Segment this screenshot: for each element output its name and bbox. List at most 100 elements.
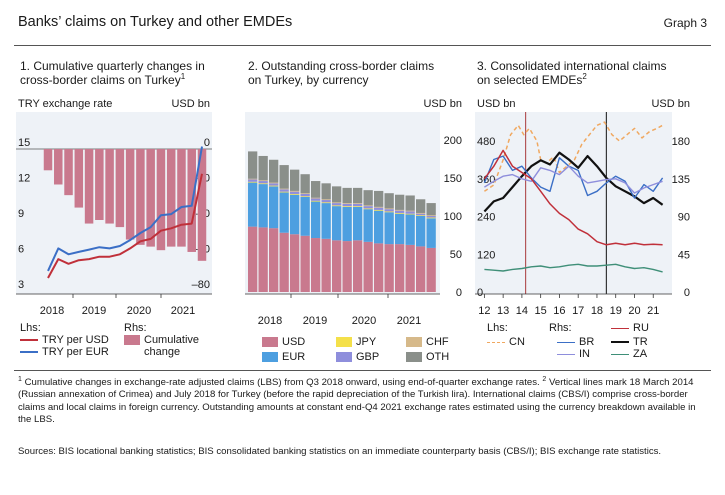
header-rule (14, 45, 711, 46)
panel2-bar-jpy (248, 181, 258, 183)
panel2-bar-eur (248, 182, 258, 227)
panel2-bar-oth (374, 190, 384, 207)
panel1-left-tick-label: 12 (18, 173, 30, 185)
panel2-bar-jpy (342, 206, 352, 207)
panel2-bar-oth (384, 193, 394, 209)
panel3-right-axis-label: USD bn (651, 98, 690, 110)
panel2-right-tick-label: 150 (444, 173, 462, 185)
panel2-bar-oth (416, 199, 426, 213)
chf-swatch (406, 337, 422, 348)
legend-item-br: BR (557, 336, 594, 348)
panel2-bar-usd (332, 240, 342, 292)
panel2-x-tick-label: 2019 (303, 315, 327, 327)
panel1-bar (43, 149, 53, 171)
panel1-title-sup: 1 (180, 71, 186, 81)
legend-item-ru: RU (611, 322, 649, 334)
panel2-chart: USD bn 200 150 100 50 0 2018 2019 2020 2021 (245, 98, 462, 327)
panel2-right-tick-label: 200 (444, 135, 462, 147)
footnote2: Vertical lines mark 18 March 2014 (Russi… (18, 377, 696, 426)
panel1-x-tick-label: 2021 (171, 305, 195, 317)
legend-chf-label: CHF (426, 336, 449, 348)
panel3-legend-lhs: Lhs: CN (487, 322, 525, 348)
panel2-bar-eur (426, 218, 436, 248)
tr-swatch (611, 341, 629, 344)
panel2-bar-jpy (353, 206, 363, 207)
panel2-bar-chf (269, 182, 279, 184)
panel3-x-tick-label: 18 (591, 305, 603, 317)
panel2-bar-chf (311, 197, 321, 199)
footnote2-mark: 2 (542, 375, 547, 383)
legend3-rhs-label: Rhs: (549, 322, 572, 334)
panel2-bar-chf (290, 190, 300, 192)
panel2-bar-eur (332, 206, 342, 241)
panel2-right-tick-label: 50 (450, 249, 462, 261)
panel1-right-tick-label: 0 (204, 137, 210, 149)
panel2-bar-eur (342, 206, 352, 242)
panel2-bar-jpy (426, 217, 436, 219)
panel3-line-za (484, 263, 663, 273)
panel1-right-tick-label: –80 (192, 279, 210, 291)
panel1-title: 1. Cumulative quarterly changes in cross… (20, 59, 205, 87)
panel2-bar-gbp (311, 198, 321, 201)
panel3-left-tick-label: 0 (477, 287, 483, 299)
panel3-left-tick-label: 240 (477, 212, 495, 224)
panel2-bar-usd (248, 226, 258, 292)
panel3-title-sup: 2 (582, 71, 587, 81)
panel1-x-tick-label: 2018 (40, 305, 64, 317)
in-swatch (557, 353, 575, 355)
panel2-bar-eur (363, 209, 373, 242)
panel3-line-in (484, 165, 663, 194)
legend-item-za: ZA (611, 348, 649, 360)
panel2-bar-eur (395, 213, 405, 245)
za-swatch (611, 353, 629, 355)
panel3-title-line2: on selected EMDEs (477, 72, 583, 87)
panel1-left-tick-label: 6 (18, 244, 24, 256)
panel3-right-tick-label: 0 (684, 287, 690, 299)
br-swatch (557, 341, 575, 343)
panel2-bar-oth (405, 195, 415, 211)
legend-rhs-label: Rhs: (124, 322, 147, 334)
panel2-right-tick-label: 0 (456, 287, 462, 299)
panel2-bar-gbp (416, 213, 426, 216)
legend-cumulative-text: Cumulative change (144, 334, 199, 358)
legend-oth-label: OTH (426, 351, 450, 363)
panel2-bar-chf (363, 205, 373, 207)
panel3-legend-rhs: Rhs: BR IN (549, 322, 594, 360)
legend-usd-label: USD (282, 336, 306, 348)
legend-cum-line1: Cumulative (144, 334, 200, 346)
legend-item-eur: EUR (262, 351, 336, 363)
panel2-bar-gbp (353, 203, 363, 207)
panel3-title: 3. Consolidated international claims on … (477, 59, 667, 87)
panel2-bar-chf (405, 210, 415, 212)
panel2-bar-usd (342, 241, 352, 292)
panel3-left-axis-label: USD bn (477, 98, 516, 110)
panel1-legend: Lhs: TRY per USD TRY per EUR (20, 322, 109, 358)
panel2-bar-gbp (405, 211, 415, 214)
legend-item-usd: USD (262, 336, 336, 348)
panel2-bar-chf (300, 193, 310, 194)
legend3-lhs-label: Lhs: (487, 322, 508, 334)
panel2-bar-gbp (290, 191, 300, 194)
panel2-bar-eur (321, 203, 331, 239)
panel1-bar (74, 149, 84, 208)
panel1-bar (197, 149, 207, 261)
usd-swatch (262, 337, 278, 348)
panel3-x-tick-label: 12 (478, 305, 490, 317)
legend-item-in: IN (557, 348, 594, 360)
panel2-bar-gbp (342, 203, 352, 207)
legend-br-label: BR (579, 336, 595, 348)
panel1-left-tick-label: 15 (18, 137, 30, 149)
panel2-bar-gbp (384, 209, 394, 212)
legend-item-gbp: GBP (336, 351, 406, 363)
panel3-line-br (483, 155, 664, 199)
panel3-right-tick-label: 45 (678, 249, 690, 261)
panel2-bar-usd (269, 228, 279, 292)
panel3-right-tick-label: 180 (672, 136, 690, 148)
panel1-bar (95, 149, 104, 220)
panel3-x-tick-label: 19 (610, 305, 622, 317)
legend-eur-label: EUR (282, 351, 306, 363)
panel3-title-line1: 3. Consolidated international claims (477, 59, 667, 73)
panel2-bar-gbp (279, 189, 289, 192)
legend-item-oth: OTH (406, 351, 449, 363)
panel3-legend-rhs2: RU TR ZA (611, 322, 649, 360)
